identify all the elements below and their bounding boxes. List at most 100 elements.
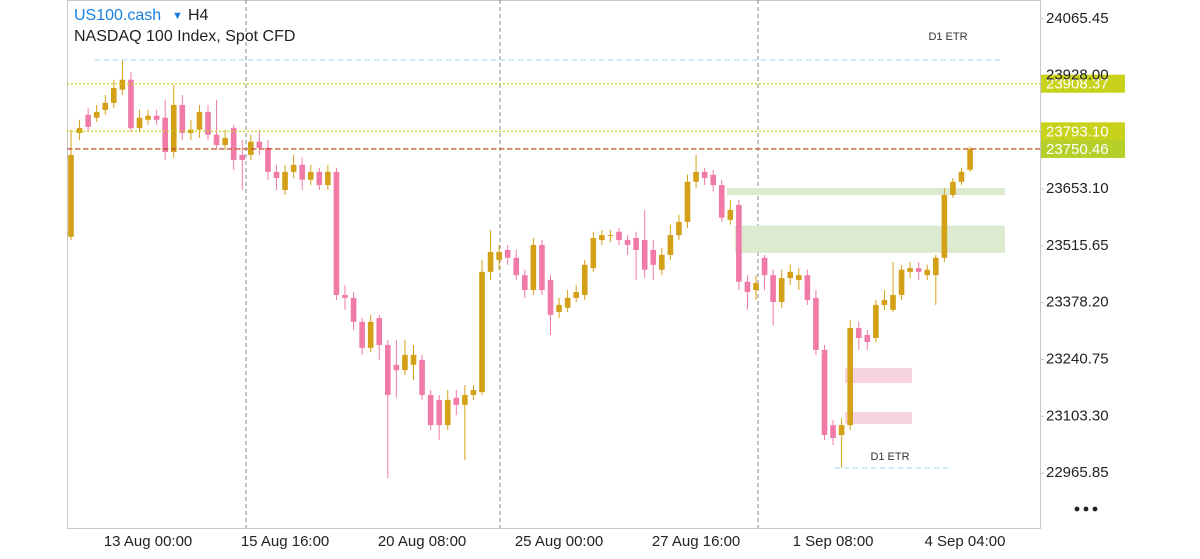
candle-body xyxy=(933,257,939,276)
candle-body xyxy=(770,275,776,303)
dot[interactable] xyxy=(1083,506,1089,512)
candle-body xyxy=(522,275,528,291)
candle-body xyxy=(93,111,100,118)
level-label-box xyxy=(1041,122,1125,141)
candle-body xyxy=(504,249,511,258)
candle-body xyxy=(248,141,254,155)
y-tick-label: 23653.10 xyxy=(1046,180,1109,197)
candle-body xyxy=(624,240,631,245)
candle-body xyxy=(496,252,502,260)
candle-body xyxy=(787,271,794,279)
candle-body xyxy=(307,171,314,180)
candle-body xyxy=(427,394,434,426)
candle-body xyxy=(573,292,579,298)
candle-body xyxy=(342,294,348,298)
candle-body xyxy=(958,171,965,182)
candle-body xyxy=(367,321,374,348)
candle-body xyxy=(813,297,819,350)
candle-body xyxy=(950,181,956,196)
candle-body xyxy=(924,269,931,276)
x-tick-label: 27 Aug 16:00 xyxy=(652,533,740,550)
candle-body xyxy=(385,344,391,395)
candle-body xyxy=(659,254,665,270)
candle-body xyxy=(513,257,520,276)
candle-body xyxy=(967,149,973,170)
candle-body xyxy=(676,221,682,236)
level-label: 23750.46 xyxy=(1046,141,1109,158)
candle-body xyxy=(607,235,614,237)
candle-body xyxy=(941,195,948,258)
candle-body xyxy=(744,281,751,293)
zone xyxy=(845,368,912,383)
candle-body xyxy=(68,154,74,237)
candle-body xyxy=(667,235,674,255)
candle-body xyxy=(684,181,691,222)
candle-body xyxy=(393,364,400,371)
candle-body xyxy=(128,79,134,129)
candle-body xyxy=(581,264,588,295)
candle-body xyxy=(436,399,442,426)
candle-body xyxy=(487,252,494,272)
candle-body xyxy=(907,268,913,272)
candle-body xyxy=(633,237,639,250)
symbol[interactable]: US100.cash xyxy=(74,7,161,24)
y-tick-label: 23378.20 xyxy=(1046,294,1109,311)
candle-body xyxy=(564,297,571,308)
candle-body xyxy=(196,111,203,130)
candle-body xyxy=(599,235,605,241)
level-label-box xyxy=(1041,74,1125,93)
candle-body xyxy=(796,275,802,281)
level-label-box xyxy=(1041,139,1125,158)
candle-body xyxy=(333,171,340,295)
candle-body xyxy=(650,249,657,265)
dot[interactable] xyxy=(1074,506,1080,512)
x-tick-label: 15 Aug 16:00 xyxy=(241,533,329,550)
candle-body xyxy=(530,244,537,291)
candle-body xyxy=(239,154,246,160)
candle-body xyxy=(710,174,716,186)
candle-body xyxy=(402,354,408,371)
y-tick-label: 24065.45 xyxy=(1046,10,1109,27)
candle-body xyxy=(761,257,768,276)
level-label: 23793.10 xyxy=(1046,123,1109,140)
candle-body xyxy=(325,171,331,186)
candle-body xyxy=(136,117,143,129)
symbol-caret[interactable]: ▼ xyxy=(172,10,183,22)
candle-body xyxy=(350,297,357,322)
dot[interactable] xyxy=(1092,506,1098,512)
timeframe[interactable]: H4 xyxy=(188,7,209,24)
candle-body xyxy=(778,278,785,303)
candle-body xyxy=(290,164,297,172)
candle-body xyxy=(855,328,862,338)
plot-frame xyxy=(67,0,1041,529)
zone xyxy=(727,187,1005,196)
etr-label: D1 ETR xyxy=(870,451,909,463)
zone xyxy=(845,411,912,424)
candle-body xyxy=(718,185,725,218)
menu-dots[interactable] xyxy=(1074,506,1098,512)
candle-body xyxy=(847,328,853,426)
x-tick-label: 1 Sep 08:00 xyxy=(793,533,874,550)
candle-body xyxy=(616,231,622,241)
candle-body xyxy=(701,171,708,179)
candle-body xyxy=(230,128,237,160)
candle-body xyxy=(76,128,83,134)
candle-body xyxy=(170,104,177,153)
candle-body xyxy=(830,425,836,438)
candle-body xyxy=(153,115,160,120)
candle-body xyxy=(864,335,871,343)
marks xyxy=(68,18,1044,479)
candle-body xyxy=(273,171,280,179)
candle-body xyxy=(119,79,126,90)
candle-body xyxy=(915,268,922,272)
candle-body xyxy=(539,244,545,291)
candle-body xyxy=(590,237,597,269)
x-tick-label: 4 Sep 04:00 xyxy=(925,533,1006,550)
candle-body xyxy=(85,114,91,127)
candle-body xyxy=(282,171,288,191)
candle-body xyxy=(556,304,562,312)
y-tick-label: 23515.65 xyxy=(1046,237,1109,254)
candle-body xyxy=(873,304,879,338)
